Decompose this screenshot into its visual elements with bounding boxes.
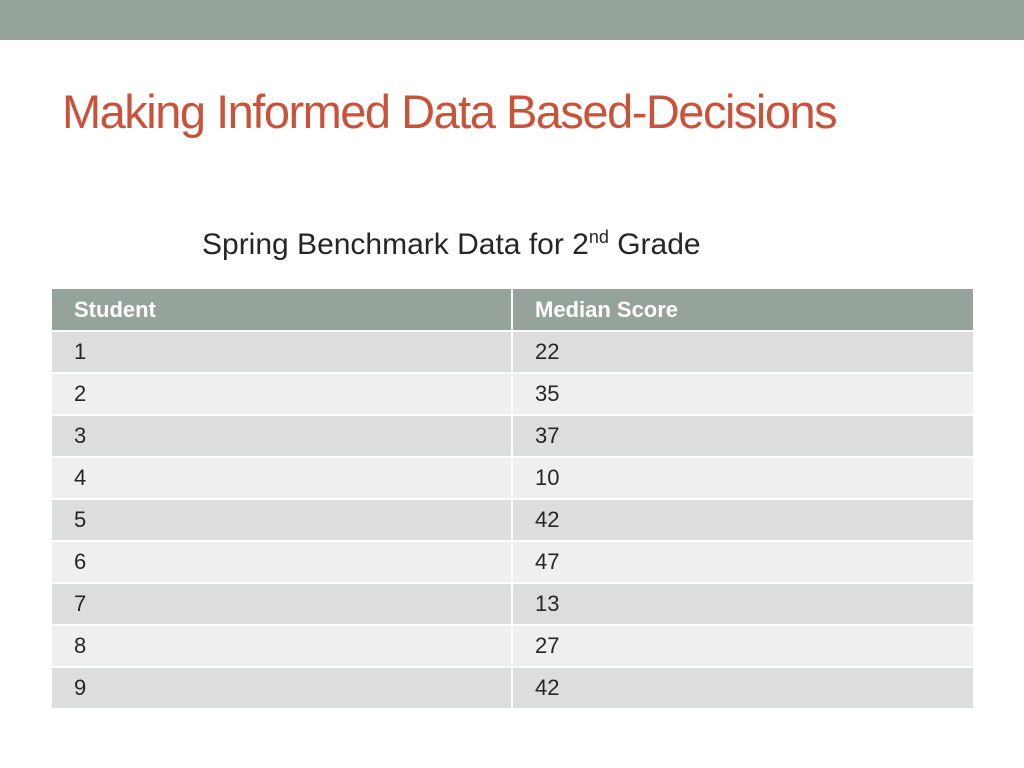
table-row: 2 35 <box>52 373 973 416</box>
median-score-cell: 35 <box>512 373 973 416</box>
student-cell: 5 <box>52 499 513 542</box>
table-header-row: Student Median Score <box>52 289 973 332</box>
median-score-cell: 42 <box>512 499 973 542</box>
student-cell: 2 <box>52 373 513 416</box>
table-caption-main: Spring Benchmark Data for 2 <box>202 228 589 261</box>
table-row: 7 13 <box>52 583 973 626</box>
top-accent-bar <box>0 0 1024 40</box>
student-cell: 7 <box>52 583 513 626</box>
table-caption: Spring Benchmark Data for 2nd Grade <box>202 228 701 262</box>
median-score-cell: 10 <box>512 457 973 500</box>
table-row: 5 42 <box>52 499 973 542</box>
table-row: 3 37 <box>52 415 973 458</box>
table-row: 6 47 <box>52 541 973 584</box>
column-header-median-score: Median Score <box>512 289 973 332</box>
median-score-cell: 37 <box>512 415 973 458</box>
student-cell: 4 <box>52 457 513 500</box>
table-caption-end: Grade <box>608 228 701 261</box>
student-cell: 1 <box>52 331 513 374</box>
column-header-student: Student <box>52 289 513 332</box>
table-row: 9 42 <box>52 667 973 710</box>
table-row: 4 10 <box>52 457 973 500</box>
student-cell: 3 <box>52 415 513 458</box>
student-cell: 9 <box>52 667 513 710</box>
median-score-cell: 13 <box>512 583 973 626</box>
student-cell: 6 <box>52 541 513 584</box>
slide-title: Making Informed Data Based-Decisions <box>62 85 838 138</box>
median-score-cell: 22 <box>512 331 973 374</box>
median-score-cell: 27 <box>512 625 973 668</box>
table-caption-superscript: nd <box>588 227 609 247</box>
table-row: 1 22 <box>52 331 973 374</box>
median-score-cell: 42 <box>512 667 973 710</box>
student-cell: 8 <box>52 625 513 668</box>
table-row: 8 27 <box>52 625 973 668</box>
median-score-cell: 47 <box>512 541 973 584</box>
benchmark-table: Student Median Score 1 22 2 35 3 37 4 10 <box>52 289 973 710</box>
